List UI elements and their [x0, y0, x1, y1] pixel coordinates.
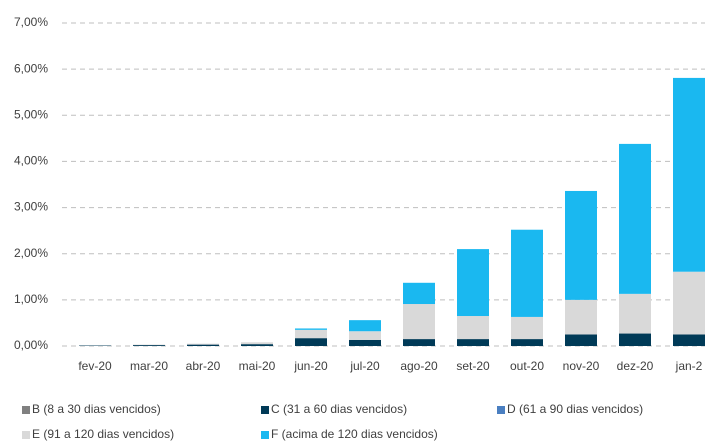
- bar-segment: [349, 340, 381, 346]
- bar-segment: [349, 331, 381, 341]
- x-tick-label: jun-20: [293, 359, 328, 373]
- bar-segment: [673, 271, 705, 335]
- bar-segment: [295, 329, 327, 339]
- bar-segment: [457, 339, 489, 346]
- legend-label: C (31 a 60 dias vencidos): [271, 402, 407, 416]
- y-tick-label: 3,00%: [14, 200, 48, 214]
- bar-segment: [565, 334, 597, 346]
- legend-swatch: [497, 406, 505, 414]
- bar-segment: [511, 339, 543, 346]
- x-tick-label: nov-20: [563, 359, 600, 373]
- legend-swatch: [22, 431, 30, 439]
- x-tick-label: fev-20: [78, 359, 112, 373]
- legend-label: F (acima de 120 dias vencidos): [271, 427, 438, 441]
- bar-segment: [403, 304, 435, 340]
- legend-swatch: [22, 406, 30, 414]
- y-tick-label: 2,00%: [14, 246, 48, 260]
- x-tick-label: jul-20: [349, 359, 380, 373]
- bar-segment: [349, 320, 381, 332]
- y-tick-label: 7,00%: [14, 15, 48, 29]
- y-tick-label: 5,00%: [14, 107, 48, 121]
- bar-segment: [619, 293, 651, 334]
- bar-segment: [187, 343, 219, 345]
- y-tick-label: 4,00%: [14, 154, 48, 168]
- legend-swatch: [261, 431, 269, 439]
- bar-segment: [673, 77, 705, 272]
- bar-segment: [619, 143, 651, 294]
- bar-segment: [673, 334, 705, 346]
- bar-segment: [619, 333, 651, 346]
- y-tick-label: 1,00%: [14, 292, 48, 306]
- legend-swatch: [261, 406, 269, 414]
- bar-segment: [511, 229, 543, 317]
- x-tick-label: out-20: [510, 359, 544, 373]
- bar-segment: [133, 345, 165, 346]
- bar-segment: [187, 344, 219, 346]
- bar-segment: [403, 282, 435, 305]
- bar-segment: [295, 328, 327, 330]
- bar-segment: [565, 190, 597, 300]
- bar-segment: [295, 338, 327, 346]
- bar-segment: [403, 339, 435, 346]
- legend-label: E (91 a 120 dias vencidos): [32, 427, 174, 441]
- x-tick-label: dez-20: [617, 359, 654, 373]
- bar-segment: [457, 316, 489, 340]
- bar-segment: [241, 342, 273, 345]
- bar-segment: [457, 249, 489, 317]
- x-tick-label: ago-20: [400, 359, 438, 373]
- x-tick-label: mai-20: [239, 359, 276, 373]
- y-tick-label: 0,00%: [14, 338, 48, 352]
- x-tick-label: abr-20: [186, 359, 221, 373]
- x-tick-label: mar-20: [130, 359, 168, 373]
- bar-segment: [511, 316, 543, 340]
- bar-segment: [565, 299, 597, 335]
- legend-label: B (8 a 30 dias vencidos): [32, 402, 161, 416]
- y-tick-label: 6,00%: [14, 61, 48, 75]
- legend-label: D (61 a 90 dias vencidos): [507, 402, 643, 416]
- bar-segment: [241, 344, 273, 346]
- x-tick-label: set-20: [456, 359, 490, 373]
- x-tick-label: jan-2: [675, 359, 703, 373]
